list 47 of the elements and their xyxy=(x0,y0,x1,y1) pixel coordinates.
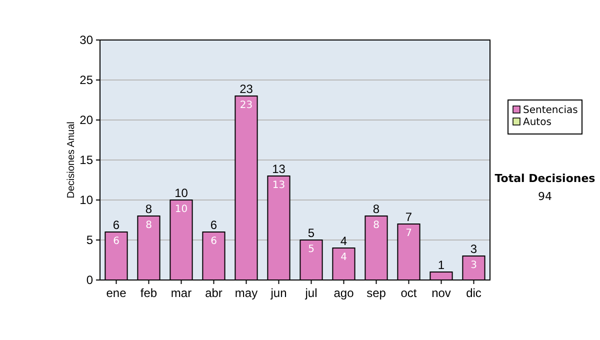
data-label: 6 xyxy=(113,236,120,247)
data-label: 5 xyxy=(308,244,314,255)
y-tick-label: 20 xyxy=(80,113,94,127)
total-label: 13 xyxy=(272,162,286,176)
x-tick-label: jul xyxy=(304,286,318,300)
total-label: 3 xyxy=(470,242,478,256)
total-label: 8 xyxy=(372,202,380,216)
x-tick-label: sep xyxy=(366,286,386,300)
total-label: 7 xyxy=(405,210,412,224)
x-tick-label: mar xyxy=(170,286,192,300)
text: 94 xyxy=(538,190,552,203)
total-label: 1 xyxy=(438,258,445,272)
y-tick-label: 30 xyxy=(80,33,94,47)
text: Total Decisiones xyxy=(494,172,596,185)
x-tick-label: ago xyxy=(334,286,354,300)
total-label: 5 xyxy=(308,226,315,240)
total-label: 6 xyxy=(210,218,218,232)
legend-label: Autos xyxy=(523,117,552,128)
y-tick-label: 0 xyxy=(86,273,94,287)
total-label: 23 xyxy=(240,82,254,96)
x-tick-label: feb xyxy=(140,286,158,300)
data-label: 8 xyxy=(373,220,380,231)
x-tick-label: ene xyxy=(106,286,127,300)
x-tick-label: dic xyxy=(466,286,482,300)
x-tick-label: may xyxy=(234,286,258,300)
total-label: 4 xyxy=(340,234,348,248)
data-label: 7 xyxy=(406,228,412,239)
y-tick-label: 25 xyxy=(80,73,94,87)
data-label: 4 xyxy=(340,252,347,263)
data-label: 23 xyxy=(240,100,253,111)
data-label: 6 xyxy=(210,236,217,247)
x-tick-label: nov xyxy=(432,286,451,300)
total-label: 10 xyxy=(174,186,188,200)
data-label: 3 xyxy=(470,260,477,271)
data-label: 13 xyxy=(272,180,286,191)
y-tick-label: 10 xyxy=(80,193,94,207)
y-tick-label: 5 xyxy=(86,233,94,247)
total-label: 6 xyxy=(112,218,120,232)
x-tick-label: jun xyxy=(270,286,287,300)
total-label: 8 xyxy=(145,202,152,216)
y-axis-title: Decisiones Anual xyxy=(66,122,77,198)
data-label: 8 xyxy=(146,220,152,231)
y-tick-label: 15 xyxy=(80,153,94,167)
x-tick-label: abr xyxy=(205,286,222,300)
x-tick-label: oct xyxy=(400,286,418,300)
legend-label: Sentencias xyxy=(523,105,578,116)
data-label: 10 xyxy=(174,204,188,215)
